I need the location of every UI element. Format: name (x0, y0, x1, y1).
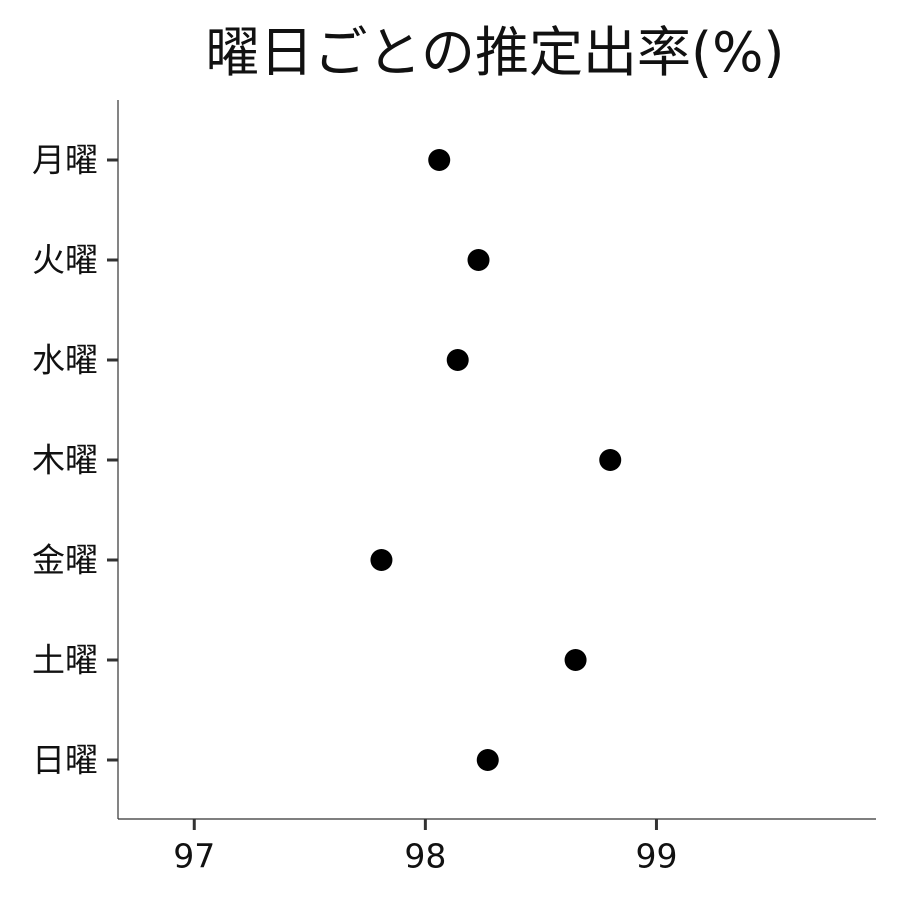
y-tick-label: 火曜 (32, 241, 98, 280)
x-tick-label: 98 (404, 837, 446, 876)
y-tick-label: 日曜 (32, 741, 98, 780)
x-tick-label: 99 (635, 837, 677, 876)
y-tick-label: 月曜 (32, 141, 98, 180)
data-points (370, 149, 622, 771)
data-point (599, 449, 622, 471)
data-point (428, 149, 451, 171)
y-tick-label: 金曜 (32, 541, 98, 580)
data-point (370, 549, 393, 571)
x-tick-label: 97 (173, 837, 215, 876)
data-point (476, 749, 499, 771)
y-tick-label: 水曜 (32, 341, 98, 380)
y-tick-label: 土曜 (32, 641, 98, 680)
data-point (467, 249, 490, 271)
chart-title: 曜日ごとの推定出率(%) (205, 21, 785, 84)
y-tick-label: 木曜 (32, 441, 98, 480)
data-point (564, 649, 587, 671)
data-point (446, 349, 469, 371)
